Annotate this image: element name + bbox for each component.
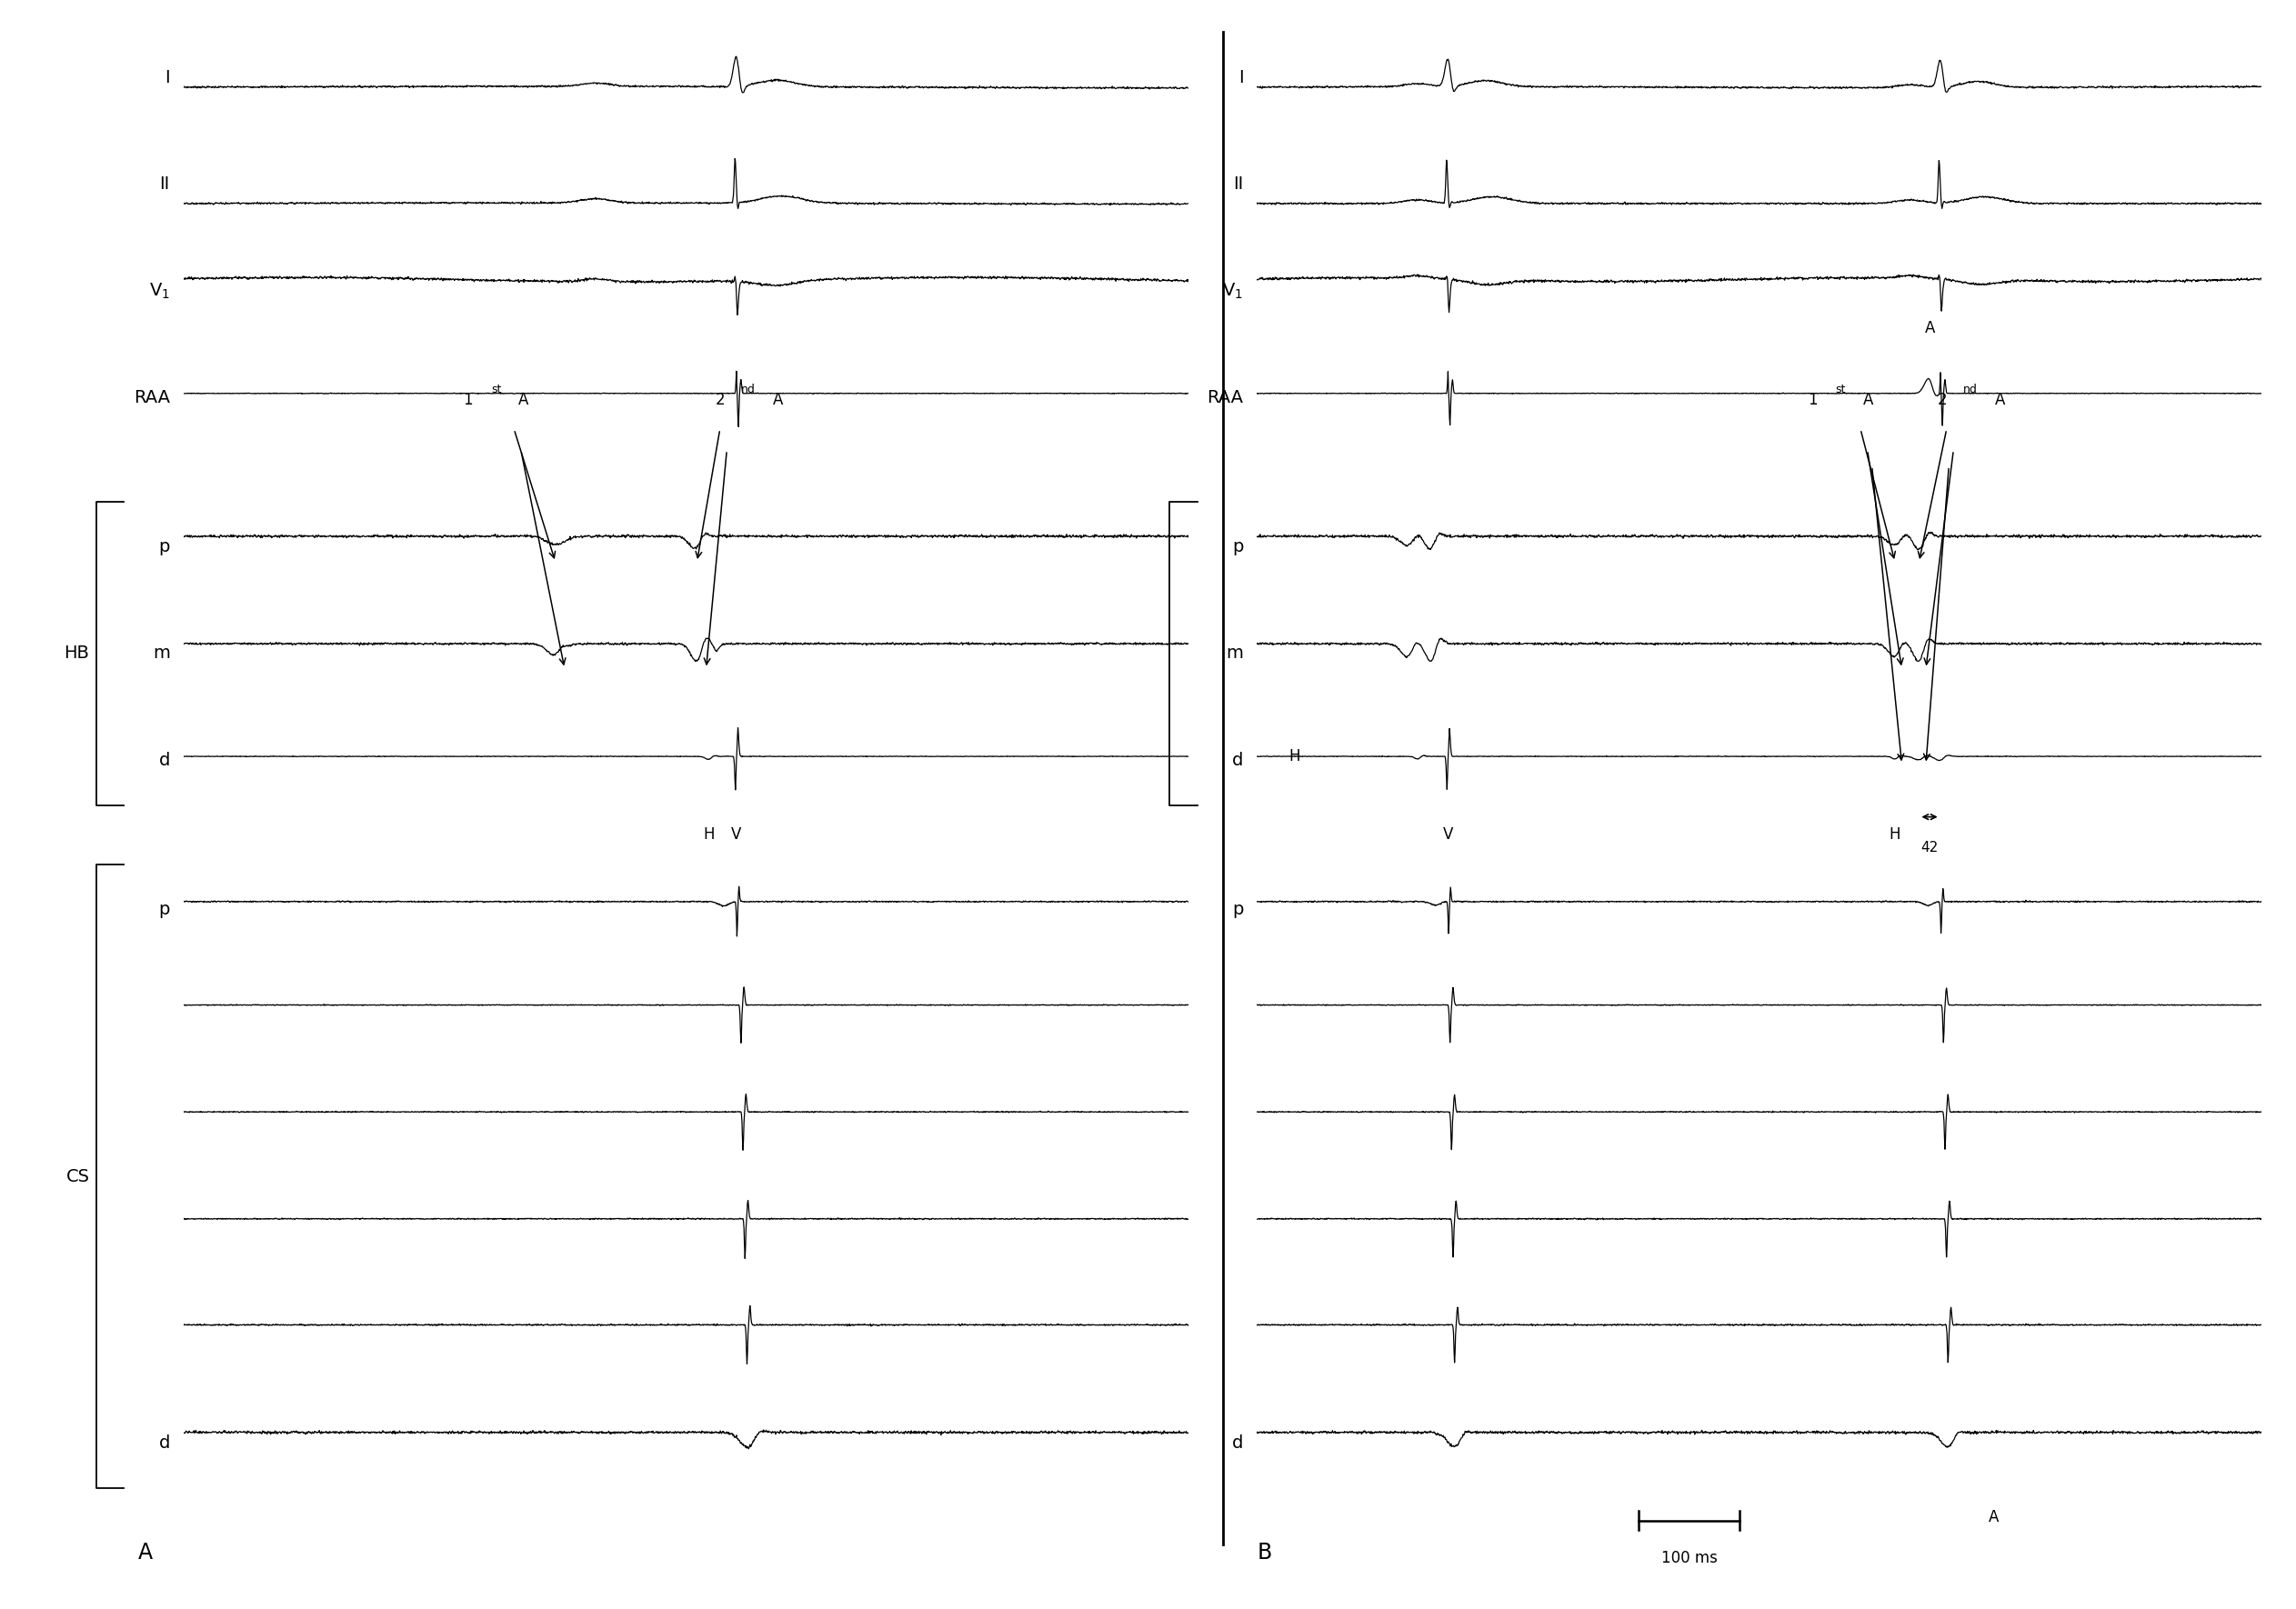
Text: A: A	[519, 393, 528, 409]
Text: H: H	[703, 827, 714, 843]
Text: V$_1$: V$_1$	[1221, 282, 1244, 301]
Text: RAA: RAA	[1208, 389, 1244, 405]
Text: A: A	[1988, 1509, 2000, 1525]
Text: p: p	[1233, 539, 1244, 555]
Text: 1: 1	[464, 393, 473, 409]
Text: H: H	[1288, 748, 1300, 764]
Text: d: d	[158, 751, 170, 769]
Text: m: m	[1226, 645, 1244, 663]
Text: m: m	[154, 645, 170, 663]
Text: d: d	[1233, 751, 1244, 769]
Text: RAA: RAA	[133, 389, 170, 405]
Text: V: V	[1442, 827, 1453, 843]
Text: A: A	[138, 1541, 152, 1564]
Text: B: B	[1258, 1541, 1272, 1564]
Text: A: A	[1862, 393, 1874, 409]
Text: p: p	[158, 539, 170, 555]
Text: 100 ms: 100 ms	[1660, 1549, 1717, 1566]
Text: 42: 42	[1922, 842, 1938, 854]
Text: nd: nd	[742, 383, 755, 396]
Text: st: st	[491, 383, 501, 396]
Text: A: A	[774, 393, 783, 409]
Text: CS: CS	[67, 1168, 90, 1184]
Text: V$_1$: V$_1$	[149, 282, 170, 301]
Text: d: d	[158, 1434, 170, 1451]
Text: H: H	[1890, 827, 1901, 843]
Text: 2: 2	[1938, 393, 1947, 409]
Text: p: p	[1233, 901, 1244, 919]
Text: d: d	[1233, 1434, 1244, 1451]
Text: p: p	[158, 901, 170, 919]
Text: I: I	[1238, 69, 1244, 87]
Text: nd: nd	[1963, 383, 1977, 396]
Text: A: A	[1995, 393, 2004, 409]
Text: I: I	[165, 69, 170, 87]
Text: st: st	[1835, 383, 1846, 396]
Text: A: A	[1924, 320, 1936, 336]
Text: V: V	[730, 827, 742, 843]
Text: HB: HB	[64, 645, 90, 663]
Text: II: II	[161, 175, 170, 193]
Text: 1: 1	[1807, 393, 1816, 409]
Text: 2: 2	[714, 393, 726, 409]
Text: II: II	[1233, 175, 1244, 193]
